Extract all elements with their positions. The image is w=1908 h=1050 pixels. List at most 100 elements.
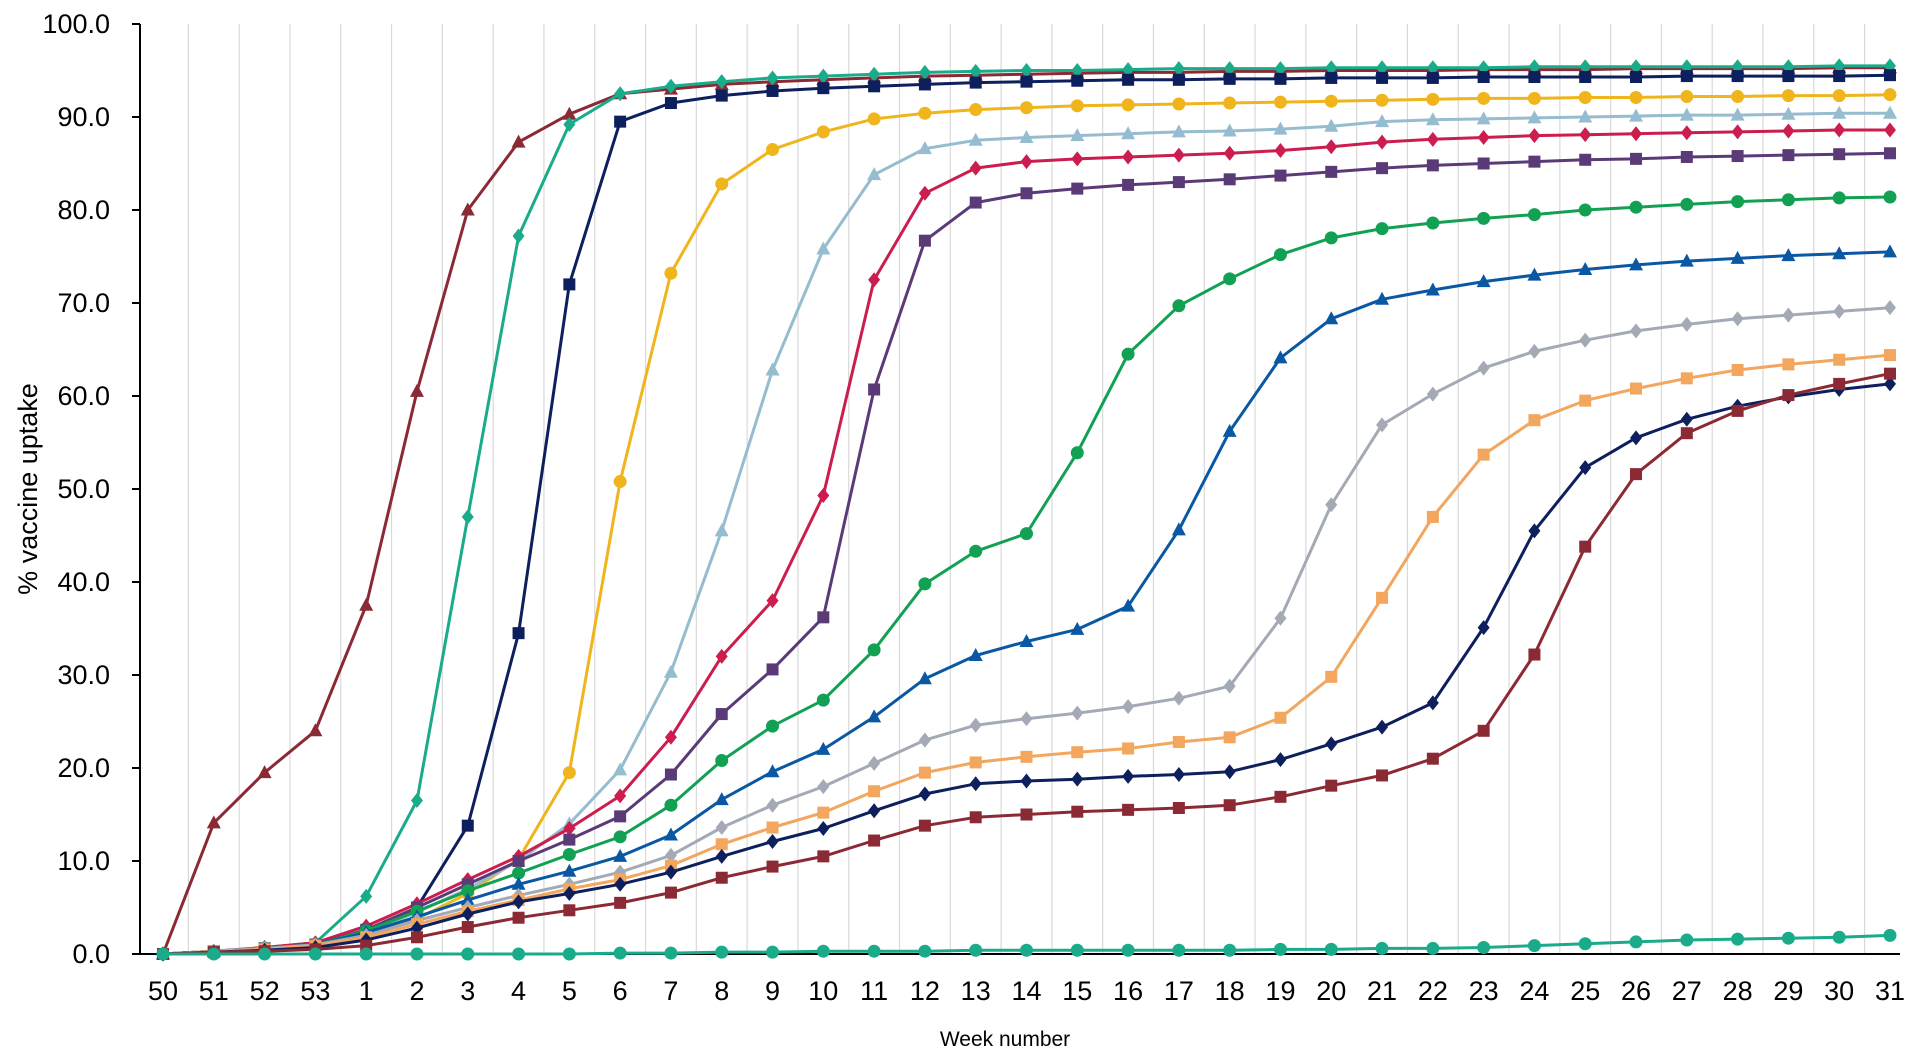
x-tick-label: 7	[663, 976, 678, 1006]
data-point	[511, 134, 526, 148]
data-point	[715, 838, 728, 851]
data-point	[1782, 358, 1795, 371]
data-point	[562, 847, 576, 861]
series-line	[162, 250, 1891, 956]
data-point	[359, 597, 374, 611]
data-point	[1019, 129, 1034, 143]
data-point	[1325, 497, 1338, 513]
data-point	[1680, 372, 1693, 385]
data-point	[1883, 300, 1896, 316]
data-point	[1679, 253, 1694, 267]
series-11	[157, 349, 1896, 960]
data-point	[917, 141, 932, 155]
data-point	[562, 863, 577, 877]
data-point	[918, 577, 932, 591]
data-point	[1781, 931, 1795, 945]
data-point	[715, 708, 728, 721]
data-point	[1071, 74, 1084, 87]
x-tick-label: 30	[1824, 976, 1854, 1006]
data-point	[461, 906, 474, 922]
data-point	[1832, 246, 1847, 260]
data-point	[512, 911, 525, 924]
data-point	[1273, 350, 1288, 364]
x-tick-label: 6	[613, 976, 628, 1006]
data-point	[1070, 621, 1085, 635]
data-point	[1071, 705, 1084, 721]
data-point	[1020, 187, 1033, 200]
data-point	[1883, 349, 1896, 362]
y-tick-label: 90.0	[57, 102, 110, 132]
data-point	[1376, 769, 1389, 782]
data-point	[258, 947, 272, 961]
data-point	[1273, 95, 1287, 109]
data-point	[1019, 527, 1033, 541]
data-point	[1325, 60, 1338, 76]
data-point	[410, 947, 424, 961]
data-point	[664, 798, 678, 812]
data-point	[460, 202, 475, 216]
data-point	[1883, 147, 1896, 160]
data-point	[461, 921, 474, 934]
data-point	[1223, 943, 1237, 957]
data-point	[1070, 446, 1084, 460]
data-point	[1630, 126, 1643, 142]
data-point	[1070, 943, 1084, 957]
data-point	[969, 76, 982, 89]
data-point	[614, 896, 627, 909]
data-point	[1376, 162, 1389, 175]
data-point	[1172, 735, 1185, 748]
data-point	[817, 68, 830, 84]
x-tick-label: 26	[1621, 976, 1651, 1006]
data-point	[1477, 91, 1491, 105]
data-point	[207, 947, 221, 961]
data-point	[1223, 764, 1236, 780]
data-point	[1223, 799, 1236, 812]
y-tick-label: 100.0	[42, 9, 110, 39]
data-point	[1882, 244, 1897, 258]
data-point	[1883, 88, 1897, 102]
data-point	[512, 855, 525, 867]
x-tick-label: 19	[1265, 976, 1295, 1006]
data-point	[1528, 59, 1541, 75]
data-point	[1375, 941, 1389, 955]
data-point	[816, 944, 830, 958]
data-point	[969, 811, 982, 824]
data-point	[1172, 176, 1185, 189]
data-point	[1020, 75, 1033, 88]
x-tick-label: 14	[1011, 976, 1041, 1006]
data-point	[664, 864, 677, 880]
data-point	[1121, 126, 1136, 140]
data-point	[1223, 145, 1236, 161]
data-point	[613, 946, 627, 960]
data-point	[563, 116, 576, 132]
data-point	[1477, 211, 1491, 225]
x-tick-label: 53	[300, 976, 330, 1006]
data-point	[664, 266, 678, 280]
data-point	[1020, 750, 1033, 763]
gridlines	[187, 24, 1866, 954]
x-tick-label: 28	[1723, 976, 1753, 1006]
data-point	[409, 383, 424, 397]
data-point	[1883, 122, 1896, 138]
data-point	[918, 732, 931, 748]
data-point	[1274, 72, 1287, 85]
data-point	[766, 797, 779, 813]
data-point	[1426, 752, 1439, 765]
y-tick-label: 20.0	[57, 753, 110, 783]
data-point	[1528, 343, 1541, 359]
data-point	[1020, 154, 1033, 170]
data-point	[1273, 942, 1287, 956]
data-point	[1122, 73, 1135, 86]
data-point	[1579, 332, 1592, 348]
data-point	[715, 848, 728, 864]
data-point	[1426, 695, 1439, 711]
y-tick-label: 80.0	[57, 195, 110, 225]
data-point	[1680, 70, 1693, 83]
data-point	[1883, 376, 1896, 392]
data-point	[1781, 193, 1795, 207]
data-point	[1578, 937, 1592, 951]
data-point	[817, 779, 830, 795]
data-point	[1376, 719, 1389, 735]
data-point	[1223, 72, 1236, 85]
data-point	[1731, 311, 1744, 327]
